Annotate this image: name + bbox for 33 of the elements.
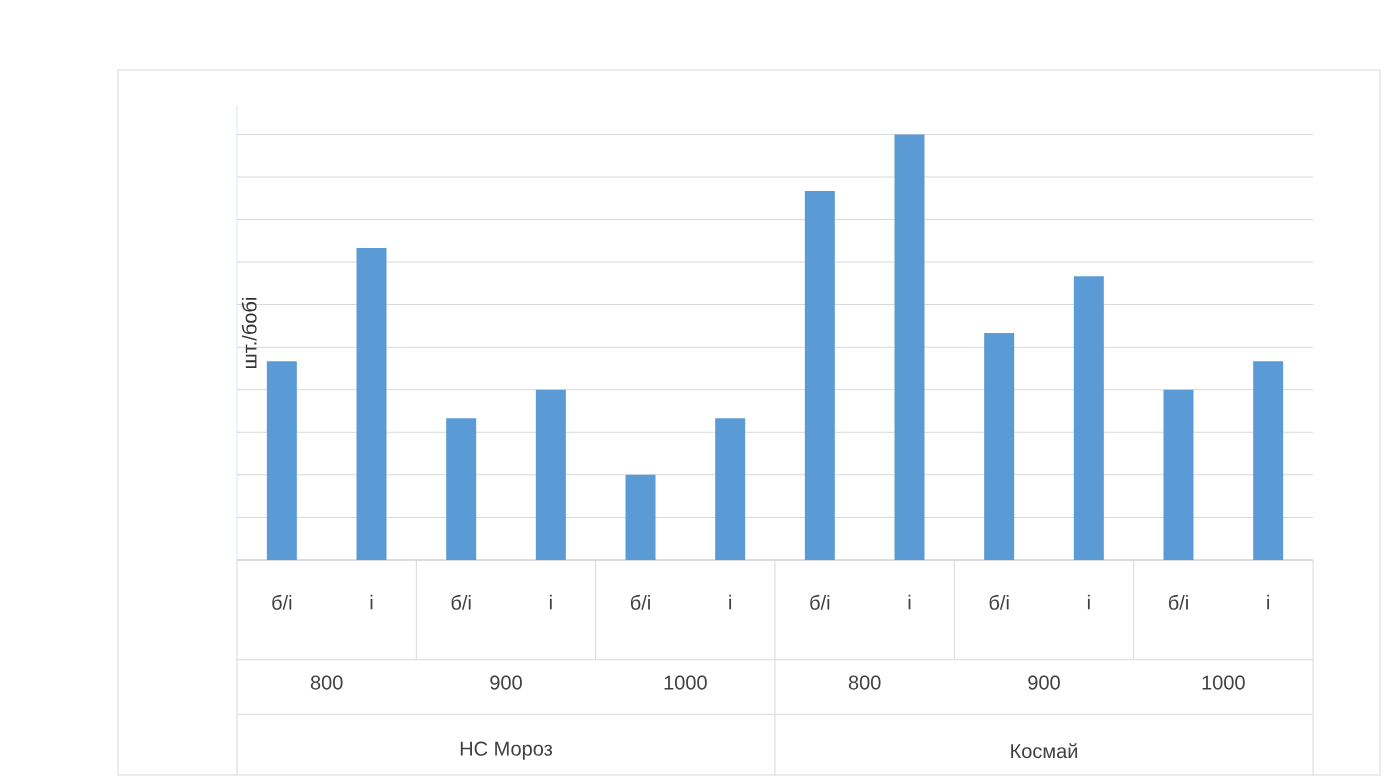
bar xyxy=(1073,276,1104,560)
x-tick-label: і xyxy=(908,594,911,610)
x-tick-label: б/і xyxy=(630,594,650,610)
text: 1000 xyxy=(1202,675,1245,690)
text: 900 xyxy=(490,675,522,690)
bar xyxy=(984,333,1015,560)
x-tick-label: б/і xyxy=(810,594,830,610)
text: 800 xyxy=(848,675,881,690)
x-tick-label: і xyxy=(729,594,732,610)
x-tick-label: і xyxy=(370,594,373,610)
bar xyxy=(1253,361,1284,560)
x-tick-label: б/і xyxy=(272,594,292,610)
text: Космай xyxy=(1011,743,1078,759)
y-axis-title: шт./бобі xyxy=(241,298,257,368)
text: 900 xyxy=(1028,675,1060,690)
bar xyxy=(266,361,297,560)
x-tick-label: і xyxy=(549,594,552,610)
bar xyxy=(804,191,835,560)
text: 800 xyxy=(310,675,343,690)
text: НС Мороз xyxy=(460,741,553,760)
x-tick-label: б/і xyxy=(1168,594,1188,610)
x-tick-label: і xyxy=(1087,594,1090,610)
x-tick-label: б/і xyxy=(989,594,1009,610)
text: 1000 xyxy=(664,675,707,690)
bar xyxy=(894,134,925,560)
bar xyxy=(535,389,566,560)
bar xyxy=(1163,389,1194,560)
bar xyxy=(356,247,387,560)
x-tick-label: і xyxy=(1267,594,1270,610)
bar xyxy=(625,474,656,560)
bar xyxy=(446,418,477,560)
x-tick-label: б/і xyxy=(451,594,471,610)
bar xyxy=(715,418,746,560)
